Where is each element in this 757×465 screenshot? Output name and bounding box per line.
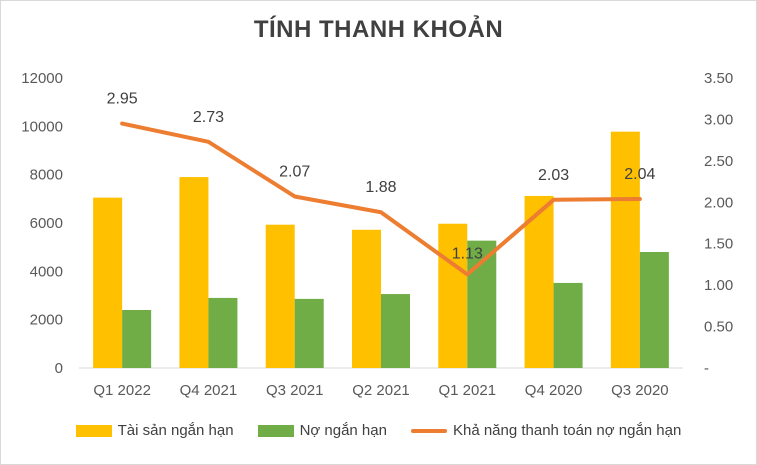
y-right-tick-label: 1.50 [704,236,733,253]
bar-tai-san-ngan-han [524,195,554,368]
y-left-tick-label: 6000 [30,215,63,232]
line-data-label: 2.95 [107,91,138,108]
y-right-tick-label: 2.00 [704,194,733,211]
chart-title: TÍNH THANH KHOẢN [253,16,504,43]
legend-item-assets: Tài sản ngắn hạn [75,422,234,439]
legend-label-ratio: Khả năng thanh toán nợ ngắn hạn [452,422,682,439]
y-left-tick-label: 0 [55,360,63,377]
y-right-tick-label: 2.50 [704,153,733,170]
x-tick-label: Q1 2022 [93,382,151,399]
y-left-tick-label: 12000 [21,70,63,87]
bar-no-ngan-han [381,294,410,368]
y-right-tick-label: 3.50 [704,70,733,87]
legend-swatch-liabilities [257,424,294,437]
y-left-tick-label: 10000 [21,118,63,135]
legend-swatch-ratio [410,428,447,433]
y-left-tick-label: 8000 [30,167,63,184]
bar-no-ngan-han [553,282,583,368]
bar-tai-san-ngan-han [93,197,123,368]
bar-no-ngan-han [122,310,152,368]
x-tick-label: Q3 2020 [611,382,669,399]
y-right-tick-label: 1.00 [704,277,733,294]
chart-legend: Tài sản ngắn hạn Nợ ngắn hạn Khả năng th… [0,422,757,439]
bar-tai-san-ngan-han [438,223,468,368]
y-right-tick-label: 3.00 [704,111,733,128]
legend-label-liabilities: Nợ ngắn hạn [299,422,387,439]
line-data-label: 1.13 [452,245,483,262]
line-data-label: 2.07 [279,163,310,180]
line-data-label: 2.03 [538,167,569,184]
bar-no-ngan-han [208,297,238,368]
legend-label-assets: Tài sản ngắn hạn [117,422,234,439]
legend-item-ratio: Khả năng thanh toán nợ ngắn hạn [410,422,682,439]
y-right-tick-label: - [704,360,709,377]
line-data-label: 1.88 [365,179,396,196]
x-tick-label: Q1 2021 [439,382,497,399]
line-data-label: 2.73 [193,109,224,126]
line-kha-nang-thanh-toan [120,121,642,277]
bar-no-ngan-han [639,252,669,368]
bar-tai-san-ngan-han [179,177,209,368]
bar-tai-san-ngan-han [352,229,381,368]
bar-tai-san-ngan-han [265,224,295,368]
y-left-tick-label: 4000 [30,263,63,280]
x-tick-label: Q4 2020 [525,382,583,399]
y-left-tick-label: 2000 [30,312,63,329]
x-tick-label: Q2 2021 [352,382,410,399]
bar-tai-san-ngan-han [610,131,640,368]
line-data-label: 2.04 [624,166,655,183]
y-right-tick-label: 0.50 [704,319,733,336]
x-tick-label: Q4 2021 [180,382,238,399]
legend-item-liabilities: Nợ ngắn hạn [257,422,387,439]
legend-swatch-assets [75,424,112,437]
x-tick-label: Q3 2021 [266,382,324,399]
bar-no-ngan-han [294,298,324,368]
